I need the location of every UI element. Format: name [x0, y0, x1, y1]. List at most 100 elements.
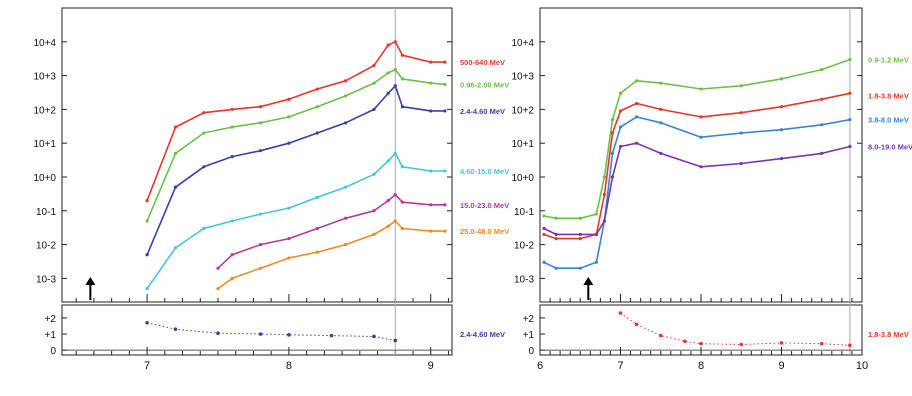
data-point: [173, 185, 178, 189]
data-point: [393, 84, 397, 88]
anisotropy-point: [779, 341, 784, 345]
anisotropy-y-tick-label: +1: [45, 330, 57, 341]
data-point: [372, 81, 376, 85]
y-tick-label: 10+2: [511, 105, 534, 116]
x-tick-label: 9: [428, 360, 434, 372]
anisotropy-y-tick-label: 0: [528, 346, 534, 357]
data-point: [578, 237, 582, 241]
y-tick-label: 10+4: [511, 38, 534, 49]
anisotropy-point: [848, 343, 852, 348]
series-label: 4.60-15.0 MeV: [460, 167, 509, 176]
data-point: [145, 219, 149, 223]
y-tick-label: 10-3: [514, 274, 534, 285]
series-line-1-8-3-8-mev: [543, 92, 851, 240]
data-point: [344, 242, 348, 247]
data-point: [848, 91, 852, 95]
data-point: [659, 107, 663, 111]
data-point: [542, 232, 546, 237]
series-label: 500-640 MeV: [460, 58, 505, 67]
data-point: [542, 226, 546, 231]
data-point: [230, 107, 234, 111]
data-point: [344, 94, 348, 98]
data-point: [315, 226, 319, 231]
y-tick-label: 10-1: [514, 207, 534, 218]
data-point: [659, 121, 663, 125]
series-label: 3.8-8.0 MeV: [868, 116, 909, 125]
data-point: [315, 87, 319, 91]
data-point: [618, 91, 623, 95]
series-line-8-0-19-0-mev: [543, 142, 851, 236]
x-tick-label: 8: [286, 360, 292, 372]
data-point: [386, 224, 390, 228]
data-point: [578, 216, 582, 220]
y-tick-label: 10-1: [36, 207, 56, 218]
data-point: [393, 68, 397, 72]
series-line-500-640-mev: [146, 40, 445, 201]
anisotropy-series-line: [620, 312, 850, 346]
data-point: [386, 71, 390, 75]
data-point: [610, 117, 615, 122]
anisotropy-point: [634, 322, 639, 327]
data-point: [145, 286, 149, 291]
y-tick-label: 10-3: [36, 274, 56, 285]
data-point: [443, 169, 447, 173]
data-point: [699, 87, 703, 91]
data-point: [602, 219, 607, 223]
data-point: [443, 60, 447, 64]
anisotropy-y-tick-label: +2: [45, 314, 57, 325]
data-point: [554, 232, 558, 237]
anisotropy-point: [658, 333, 663, 338]
data-point: [344, 216, 348, 220]
y-tick-label: 10+3: [33, 72, 56, 83]
data-point: [820, 123, 824, 127]
anisotropy-point: [699, 341, 703, 346]
data-point: [443, 82, 447, 86]
data-point: [610, 131, 615, 135]
data-point: [386, 91, 390, 95]
data-point: [173, 151, 178, 155]
series-label: 0.9-1.2 MeV: [868, 55, 909, 64]
data-point: [315, 195, 319, 199]
data-point: [635, 115, 639, 119]
data-point: [386, 43, 390, 47]
data-point: [635, 101, 639, 106]
y-tick-label: 10-2: [514, 241, 534, 252]
flux-plot-frame: [61, 7, 453, 303]
anisotropy-point: [372, 334, 376, 339]
data-point: [400, 53, 404, 57]
series-label: 8.0-19.0 MeV: [868, 142, 912, 151]
data-point: [429, 229, 433, 233]
anisotropy-y-tick-label: 0: [50, 346, 56, 357]
y-tick-label: 10+3: [511, 72, 534, 83]
panel-phobos: 10+4 10+3 10+2 10+1 10+0 10-1 10-2 10-3 6 7 8 9 10 0.…: [511, 7, 912, 372]
data-point: [315, 105, 319, 109]
data-point: [258, 121, 263, 125]
data-point: [429, 81, 433, 85]
y-tick-label: 10-2: [36, 241, 56, 252]
anisotropy-point: [258, 332, 263, 336]
data-point: [258, 212, 263, 216]
data-point: [699, 165, 703, 169]
x-tick-label: 6: [537, 360, 543, 372]
data-point: [618, 125, 623, 129]
data-point: [258, 149, 263, 153]
data-point: [779, 156, 784, 161]
data-point: [699, 115, 703, 119]
data-point: [848, 57, 852, 62]
x-tick-label: 8: [698, 360, 704, 372]
y-tick-label: 10+1: [33, 139, 56, 150]
data-point: [443, 203, 447, 207]
y-tick-label: 10+1: [511, 139, 534, 150]
series-line-15-0-23-0-mev: [217, 193, 445, 269]
anisotropy-y-tick-label: +2: [523, 314, 535, 325]
anisotropy-y-tick-label: +1: [523, 330, 535, 341]
data-point: [779, 105, 784, 109]
data-point: [820, 68, 824, 72]
data-point: [393, 40, 397, 44]
data-point: [145, 199, 149, 203]
data-point: [400, 200, 404, 204]
data-point: [287, 97, 291, 101]
data-point: [216, 286, 220, 291]
data-point: [739, 84, 743, 88]
data-point: [542, 260, 546, 264]
